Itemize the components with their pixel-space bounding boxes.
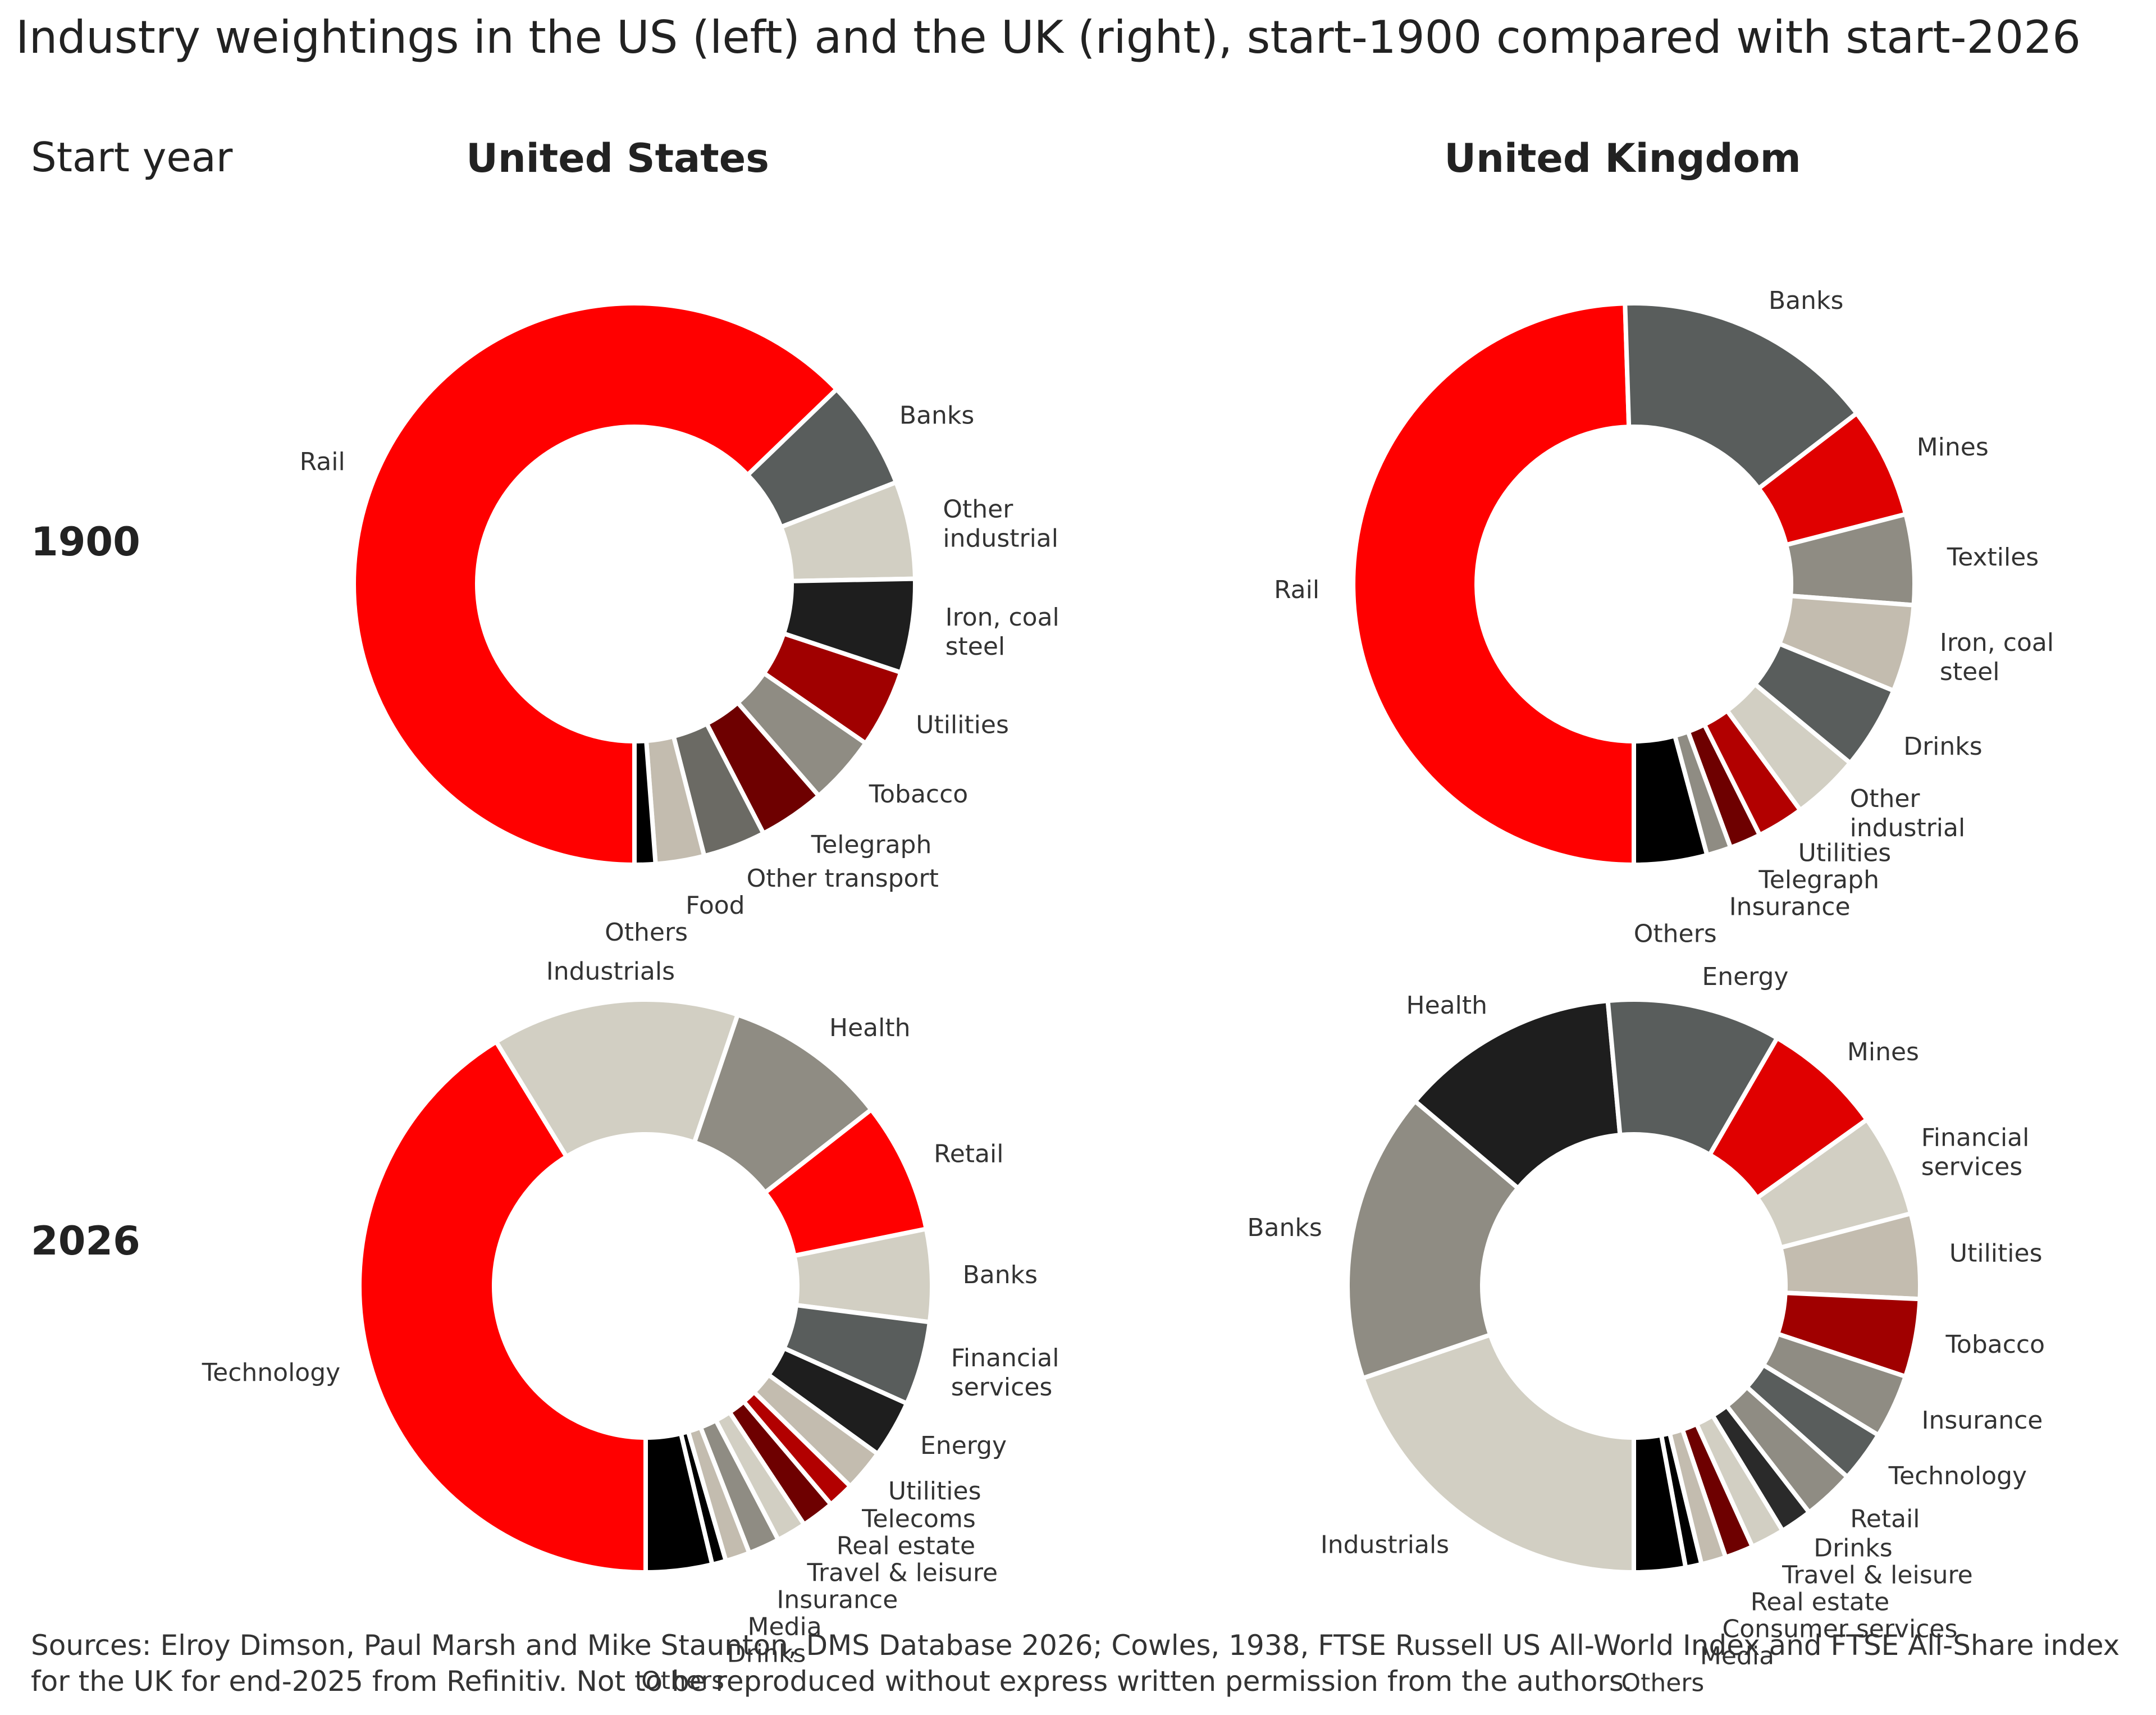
slice-label-utilities: Utilities	[888, 1477, 981, 1506]
slice-label-other-transport: Other transport	[747, 864, 939, 893]
slice-label-technology: Technology	[1888, 1462, 2027, 1490]
donut-us-2026: Technology Industrials Health Retail Banks Fi…	[202, 957, 1059, 1695]
slice-label-telecoms: Telecoms	[861, 1504, 976, 1533]
slice-technology	[357, 1039, 648, 1575]
slice-label-insurance: Insurance	[776, 1585, 898, 1614]
slice-others	[1632, 733, 1710, 867]
slice-label-others: Others	[1634, 920, 1717, 948]
slice-label-utilities: Utilities	[1798, 839, 1892, 868]
slice-label-real-estate: Real estate	[837, 1531, 975, 1560]
row-header-label: Start year	[31, 134, 233, 181]
slice-label-banks: Banks	[1247, 1214, 1322, 1242]
slice-label-energy: Energy	[920, 1431, 1007, 1460]
slice-label-media: Media	[748, 1612, 822, 1641]
slice-banks	[1623, 301, 1859, 491]
slice-label-textiles: Textiles	[1947, 543, 2039, 572]
slice-label-mines: Mines	[1917, 433, 1989, 462]
slice-label-tobacco: Tobacco	[869, 780, 969, 809]
slice-others	[1632, 1433, 1688, 1575]
slice-label-health: Health	[1406, 991, 1487, 1020]
slice-others	[632, 738, 658, 867]
slice-label-consumer-services: Consumer services	[1723, 1615, 1958, 1644]
slice-label-insurance: Insurance	[1922, 1406, 2043, 1435]
slice-label-drinks: Drinks	[1814, 1534, 1893, 1563]
slice-label-drinks: Drinks	[1903, 732, 1983, 761]
slice-label-technology: Technology	[202, 1358, 340, 1387]
donut-uk-2026: Industrials Banks Health Energy Mines Financi…	[1247, 963, 2045, 1697]
slice-label-retail: Retail	[934, 1139, 1003, 1168]
slice-label-iron-coal-steel: Iron, coal steel	[1940, 628, 2054, 686]
slice-label-financial-services: Financial services	[951, 1344, 1059, 1402]
slice-label-financial-services: Financial services	[1921, 1124, 2030, 1182]
slice-label-media: Media	[1700, 1642, 1774, 1671]
slice-label-tobacco: Tobacco	[1945, 1330, 2045, 1359]
slice-label-real-estate: Real estate	[1751, 1588, 1889, 1617]
column-header-us: United States	[466, 135, 769, 181]
chart-title: Industry weightings in the US (left) and…	[16, 11, 2081, 63]
slice-industrials	[494, 997, 740, 1159]
slice-label-others: Others	[641, 1666, 724, 1695]
slice-label-drinks: Drinks	[727, 1639, 806, 1668]
slice-label-iron-coal-steel: Iron, coal steel	[945, 603, 1059, 661]
slice-label-telegraph: Telegraph	[811, 831, 932, 859]
slice-label-utilities: Utilities	[916, 711, 1009, 740]
slice-industrials	[1360, 1332, 1636, 1575]
slice-label-banks: Banks	[963, 1261, 1038, 1289]
slice-label-retail: Retail	[1850, 1504, 1920, 1533]
slice-label-others: Others	[1621, 1669, 1704, 1698]
slice-label-food: Food	[686, 891, 745, 920]
slice-label-travel-leisure: Travel & leisure	[1782, 1561, 1973, 1590]
slice-label-telegraph: Telegraph	[1758, 866, 1879, 895]
slice-label-industrials: Industrials	[546, 957, 675, 986]
donut-us-1900: Rail Banks Other industrial Iron, coal steel U…	[300, 301, 1059, 947]
slice-label-insurance: Insurance	[1729, 893, 1851, 922]
sources-note: Sources: Elroy Dimson, Paul Marsh and Mi…	[31, 1629, 2120, 1698]
column-header-uk: United Kingdom	[1444, 135, 1801, 181]
slice-label-others: Others	[605, 918, 688, 947]
slice-label-travel-leisure: Travel & leisure	[807, 1558, 998, 1587]
slice-label-rail: Rail	[1274, 576, 1319, 604]
slice-health	[1413, 998, 1623, 1191]
slice-label-industrials: Industrials	[1321, 1530, 1449, 1559]
slice-rail	[351, 301, 839, 867]
slice-rail	[1351, 301, 1636, 867]
slice-banks	[1345, 1098, 1520, 1381]
donut-uk-1900: Rail Banks Mines Textiles Iron, coal steel Dri…	[1274, 286, 2054, 948]
slice-label-banks: Banks	[1769, 286, 1843, 315]
slice-label-banks: Banks	[899, 402, 974, 430]
row-header-1900: 1900	[31, 519, 140, 565]
slice-label-energy: Energy	[1702, 963, 1788, 991]
slice-label-utilities: Utilities	[1949, 1239, 2043, 1268]
slice-others	[643, 1431, 715, 1575]
slice-label-health: Health	[829, 1014, 910, 1042]
slice-label-other-industrial: Other industrial	[1850, 784, 1966, 842]
slice-label-mines: Mines	[1847, 1038, 1919, 1066]
slice-label-rail: Rail	[300, 448, 345, 476]
slice-label-other-industrial: Other industrial	[943, 495, 1058, 553]
row-header-2026: 2026	[31, 1218, 140, 1264]
